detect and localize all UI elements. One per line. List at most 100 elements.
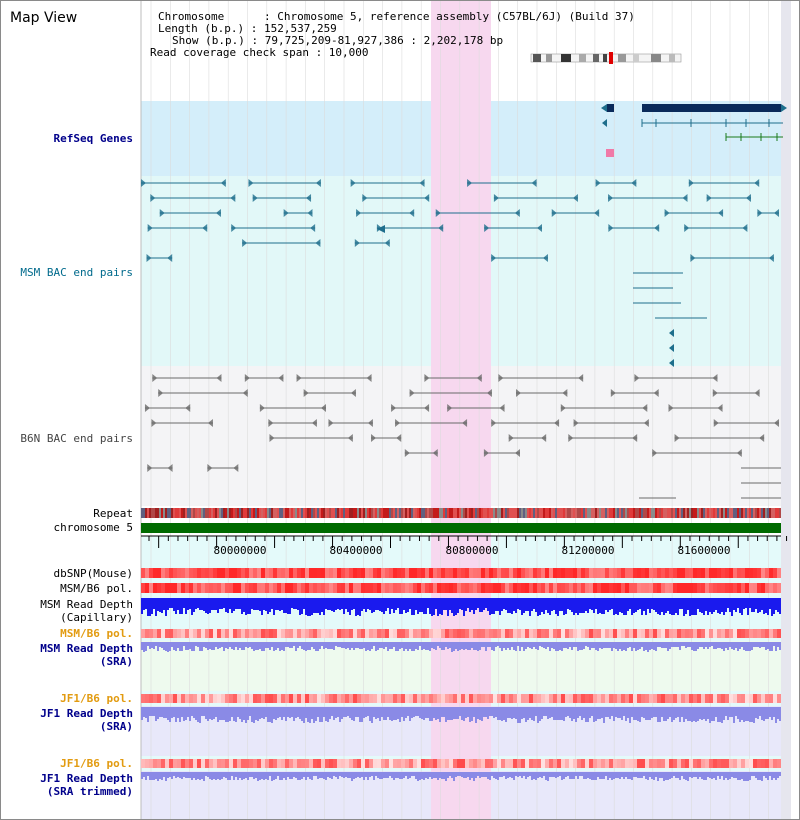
msm-depth-capillary-bar bbox=[629, 598, 631, 609]
repeat-segment bbox=[627, 508, 629, 518]
msm-b6-pol-cell bbox=[577, 583, 581, 593]
track-label-chromosome[interactable]: chromosome 5 bbox=[53, 521, 133, 534]
ideogram-band bbox=[633, 54, 639, 62]
track-label-msm-depth-sra[interactable]: MSM Read Depth (SRA) bbox=[40, 642, 133, 668]
jf1-depth-trim-bar bbox=[635, 772, 637, 777]
jf1-depth-trim-bar bbox=[275, 772, 277, 779]
jf1-depth-sra-bar bbox=[435, 707, 437, 720]
jf1-b6-pol-trim-cell bbox=[677, 759, 681, 768]
dbsnp-cell bbox=[217, 568, 221, 578]
jf1-depth-sra-bar bbox=[735, 707, 737, 716]
msm-depth-capillary-bar bbox=[747, 598, 749, 615]
repeat-segment bbox=[271, 508, 273, 518]
jf1-b6-pol-trim-cell bbox=[393, 759, 397, 768]
repeat-segment bbox=[619, 508, 621, 518]
dbsnp-cell bbox=[505, 568, 509, 578]
jf1-depth-trim-bar bbox=[525, 772, 527, 779]
b6n-bac-pair-end bbox=[712, 389, 718, 397]
msm-depth-sra-bar bbox=[745, 642, 747, 651]
track-label-jf1-b6-pol-2[interactable]: JF1/B6 pol. bbox=[60, 757, 133, 770]
repeat-segment bbox=[325, 508, 327, 518]
msm-depth-sra-bar bbox=[609, 642, 611, 648]
repeat-segment bbox=[405, 508, 407, 518]
b6n-bac-pair-end bbox=[491, 419, 497, 427]
track-label-repeat[interactable]: Repeat bbox=[93, 507, 133, 520]
msm-depth-capillary-bar bbox=[393, 598, 395, 613]
jf1-depth-sra-bar bbox=[755, 707, 757, 718]
jf1-depth-sra-bar bbox=[289, 707, 291, 718]
msm-depth-capillary-bar bbox=[603, 598, 605, 614]
msm-depth-capillary-bar bbox=[643, 598, 645, 611]
track-label-jf1-b6-pol-1[interactable]: JF1/B6 pol. bbox=[60, 692, 133, 705]
repeat-segment bbox=[605, 508, 607, 518]
msm-b6-pol-sra-cell bbox=[557, 629, 561, 638]
b6n-bac-pair-end bbox=[712, 374, 718, 382]
jf1-depth-trim-bar bbox=[427, 772, 429, 779]
msm-depth-capillary-bar bbox=[401, 598, 403, 614]
msm-b6-pol-cell bbox=[257, 583, 261, 593]
repeat-segment bbox=[483, 508, 485, 518]
jf1-depth-sra-bar bbox=[613, 707, 615, 721]
msm-depth-capillary-bar bbox=[633, 598, 635, 613]
jf1-depth-trim-bar bbox=[357, 772, 359, 777]
b6n-bac-pair-end bbox=[207, 464, 213, 472]
track-label-b6n-bac[interactable]: B6N BAC end pairs bbox=[20, 432, 133, 445]
repeat-segment bbox=[589, 508, 591, 518]
jf1-depth-trim-bar bbox=[279, 772, 281, 780]
jf1-depth-trim-bar bbox=[765, 772, 767, 778]
msm-depth-sra-bar bbox=[173, 642, 175, 650]
jf1-depth-sra-bar bbox=[343, 707, 345, 717]
repeat-segment bbox=[733, 508, 735, 518]
msm-depth-sra-bar bbox=[287, 642, 289, 647]
jf1-b6-pol-cell bbox=[241, 694, 245, 703]
track-label-dbsnp[interactable]: dbSNP(Mouse) bbox=[53, 567, 133, 580]
b6n-bac-pair-end bbox=[350, 389, 356, 397]
msm-depth-sra-bar bbox=[659, 642, 661, 647]
msm-bac-pair-end bbox=[356, 209, 362, 217]
jf1-b6-pol-cell bbox=[517, 694, 521, 703]
msm-depth-capillary-bar bbox=[347, 598, 349, 612]
dbsnp-cell bbox=[413, 568, 417, 578]
jf1-depth-trim-bar bbox=[757, 772, 759, 780]
b6n-bac-pair-end bbox=[151, 419, 157, 427]
msm-depth-sra-bar bbox=[753, 642, 755, 647]
msm-depth-sra-bar bbox=[303, 642, 305, 650]
track-label-refseq[interactable]: RefSeq Genes bbox=[53, 132, 133, 145]
track-label-jf1-depth-sra[interactable]: JF1 Read Depth (SRA) bbox=[40, 707, 133, 733]
jf1-depth-trim-bar bbox=[461, 772, 463, 777]
msm-depth-capillary-bar bbox=[299, 598, 301, 615]
jf1-b6-pol-trim-cell bbox=[381, 759, 385, 768]
msm-bac-pair-end bbox=[572, 194, 578, 202]
repeat-segment bbox=[297, 508, 299, 518]
track-label-msm-b6-pol-1[interactable]: MSM/B6 pol. bbox=[60, 582, 133, 595]
msm-b6-pol-sra-cell bbox=[349, 629, 353, 638]
jf1-depth-sra-bar bbox=[397, 707, 399, 719]
msm-depth-sra-bar bbox=[667, 642, 669, 651]
jf1-depth-sra-bar bbox=[697, 707, 699, 721]
jf1-depth-sra-bar bbox=[169, 707, 171, 722]
jf1-depth-sra-bar bbox=[533, 707, 535, 721]
track-label-jf1-depth-trimmed[interactable]: JF1 Read Depth (SRA trimmed) bbox=[40, 772, 133, 798]
b6n-bac-pair-end bbox=[759, 434, 765, 442]
msm-depth-capillary-bar bbox=[675, 598, 677, 613]
msm-depth-sra-bar bbox=[549, 642, 551, 651]
track-label-msm-b6-pol-2[interactable]: MSM/B6 pol. bbox=[60, 627, 133, 640]
jf1-depth-trim-bar bbox=[419, 772, 421, 780]
jf1-depth-sra-bar bbox=[401, 707, 403, 717]
jf1-depth-trim-bar bbox=[201, 772, 203, 779]
track-label-msm-depth-capillary[interactable]: MSM Read Depth (Capillary) bbox=[40, 598, 133, 624]
track-label-msm-bac[interactable]: MSM BAC end pairs bbox=[20, 266, 133, 279]
jf1-b6-pol-cell bbox=[497, 694, 501, 703]
repeat-segment bbox=[167, 508, 169, 518]
msm-depth-capillary-bar bbox=[685, 598, 687, 614]
msm-depth-capillary-bar bbox=[527, 598, 529, 611]
jf1-b6-pol-cell bbox=[433, 694, 437, 703]
msm-depth-capillary-bar bbox=[357, 598, 359, 615]
jf1-b6-pol-trim-cell bbox=[489, 759, 493, 768]
msm-depth-capillary-bar bbox=[339, 598, 341, 610]
msm-bac-pair-end bbox=[315, 239, 321, 247]
dbsnp-cell bbox=[377, 568, 381, 578]
jf1-depth-sra-bar bbox=[549, 707, 551, 718]
jf1-b6-pol-trim-cell bbox=[265, 759, 269, 768]
